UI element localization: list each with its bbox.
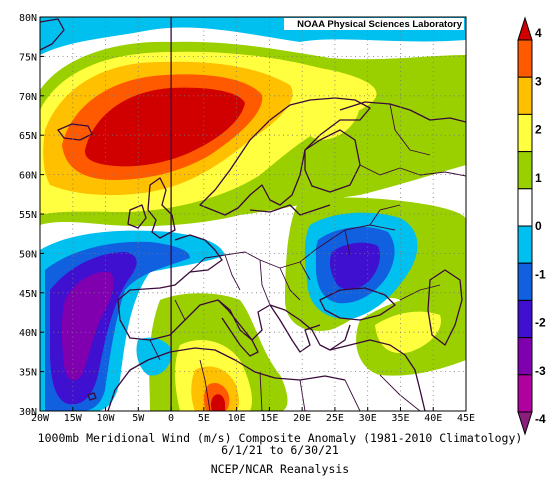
lat-tick-label: 30N (19, 407, 37, 418)
colorbar-label: -4 (535, 412, 546, 426)
anomaly-positive-turkey-yellow (375, 311, 441, 354)
black-sea-coast (319, 287, 396, 321)
greenland-coast (40, 18, 65, 51)
colorbar-swatch (517, 225, 533, 264)
iceland-coast (57, 123, 93, 141)
lat-tick-label: 40N (19, 328, 37, 339)
lon-tick-label: 20W (31, 413, 50, 424)
kola-coast (339, 101, 466, 123)
lat-tick-label: 35N (19, 368, 37, 379)
colorbar-label: 1 (535, 171, 542, 185)
lon-tick-label: 5W (132, 413, 145, 424)
colorbar-swatch (517, 337, 533, 376)
lat-tick-label: 80N (19, 13, 37, 24)
map-panel: NOAA Physical Sciences Laboratory (39, 16, 467, 412)
colorbar-swatch (517, 262, 533, 301)
scandinavia-coast (199, 97, 371, 216)
italy-coast (217, 299, 259, 357)
country-borders (149, 204, 441, 411)
greece-coast (269, 304, 321, 353)
anomaly-positive-med-core (210, 394, 225, 411)
colorbar-label: -3 (535, 364, 546, 378)
colorbar-label: -1 (535, 267, 546, 281)
turkey-coast (329, 339, 426, 411)
colorbar-swatch (517, 76, 533, 115)
colorbar: 4 3 2 1 0 -1 -2 -3 -4 (517, 16, 546, 436)
colorbar-label: 4 (535, 26, 542, 40)
colorbar-swatch (517, 299, 533, 339)
colorbar-swatch (517, 188, 533, 227)
lon-tick-label: 10W (97, 413, 116, 424)
ireland-coast (127, 204, 147, 229)
lon-tick-label: 20E (293, 413, 311, 424)
lon-tick-label: 15E (260, 413, 278, 424)
lon-tick-label: 45E (457, 413, 475, 424)
anomaly-negative-morocco (136, 337, 172, 376)
colorbar-swatch (517, 39, 533, 78)
lon-tick-label: 0 (168, 413, 174, 424)
lat-tick-label: 50N (19, 249, 37, 260)
colorbar-label: -2 (535, 316, 546, 330)
colorbar-label: 0 (535, 219, 542, 233)
lon-tick-label: 25E (326, 413, 344, 424)
lat-tick-label: 45N (19, 289, 37, 300)
caspian-coast (427, 269, 463, 346)
credit-label: NOAA Physical Sciences Laboratory (297, 19, 463, 30)
lon-tick-label: 30E (359, 413, 377, 424)
lat-tick-label: 70N (19, 92, 37, 103)
title-line-2: 6/1/21 to 6/30/21 (221, 443, 339, 457)
baltic-coast (249, 204, 331, 216)
anomaly-negative-east-core (329, 242, 380, 290)
britain-coast (147, 177, 176, 239)
lon-tick-label: 35E (391, 413, 409, 424)
russia-borders (359, 103, 466, 177)
colorbar-label: 2 (535, 123, 542, 137)
lon-tick-label: 15W (64, 413, 83, 424)
colorbar-max-arrow (517, 16, 533, 41)
anomaly-negative-atlantic-core (61, 271, 114, 381)
colorbar-min-arrow (517, 411, 533, 436)
axis-labels: 20W 15W 10W 5W 0 5E 10E 15E 20E 25E 30E 35E 40E 45E 80… (19, 13, 475, 424)
lat-tick-label: 55N (19, 210, 37, 221)
lon-tick-label: 40E (424, 413, 442, 424)
lon-tick-label: 5E (198, 413, 210, 424)
canary-islands (87, 392, 97, 401)
lat-tick-label: 60N (19, 171, 37, 182)
lon-tick-label: 10E (228, 413, 246, 424)
colorbar-label: 3 (535, 74, 542, 88)
anomaly-field (40, 17, 466, 411)
coastlines (40, 18, 466, 411)
lat-tick-label: 75N (19, 52, 37, 63)
colorbar-swatch (517, 374, 533, 413)
anomaly-positive-scandinavia (299, 93, 360, 140)
title-line-3: NCEP/NCAR Reanalysis (210, 462, 350, 476)
anomaly-positive-core (84, 87, 245, 167)
title-line-1: 1000mb Meridional Wind (m/s) Composite A… (37, 431, 523, 445)
colorbar-swatch (517, 113, 533, 153)
credit-background (284, 18, 464, 30)
lat-tick-label: 65N (19, 131, 37, 142)
colorbar-swatch (517, 151, 533, 190)
